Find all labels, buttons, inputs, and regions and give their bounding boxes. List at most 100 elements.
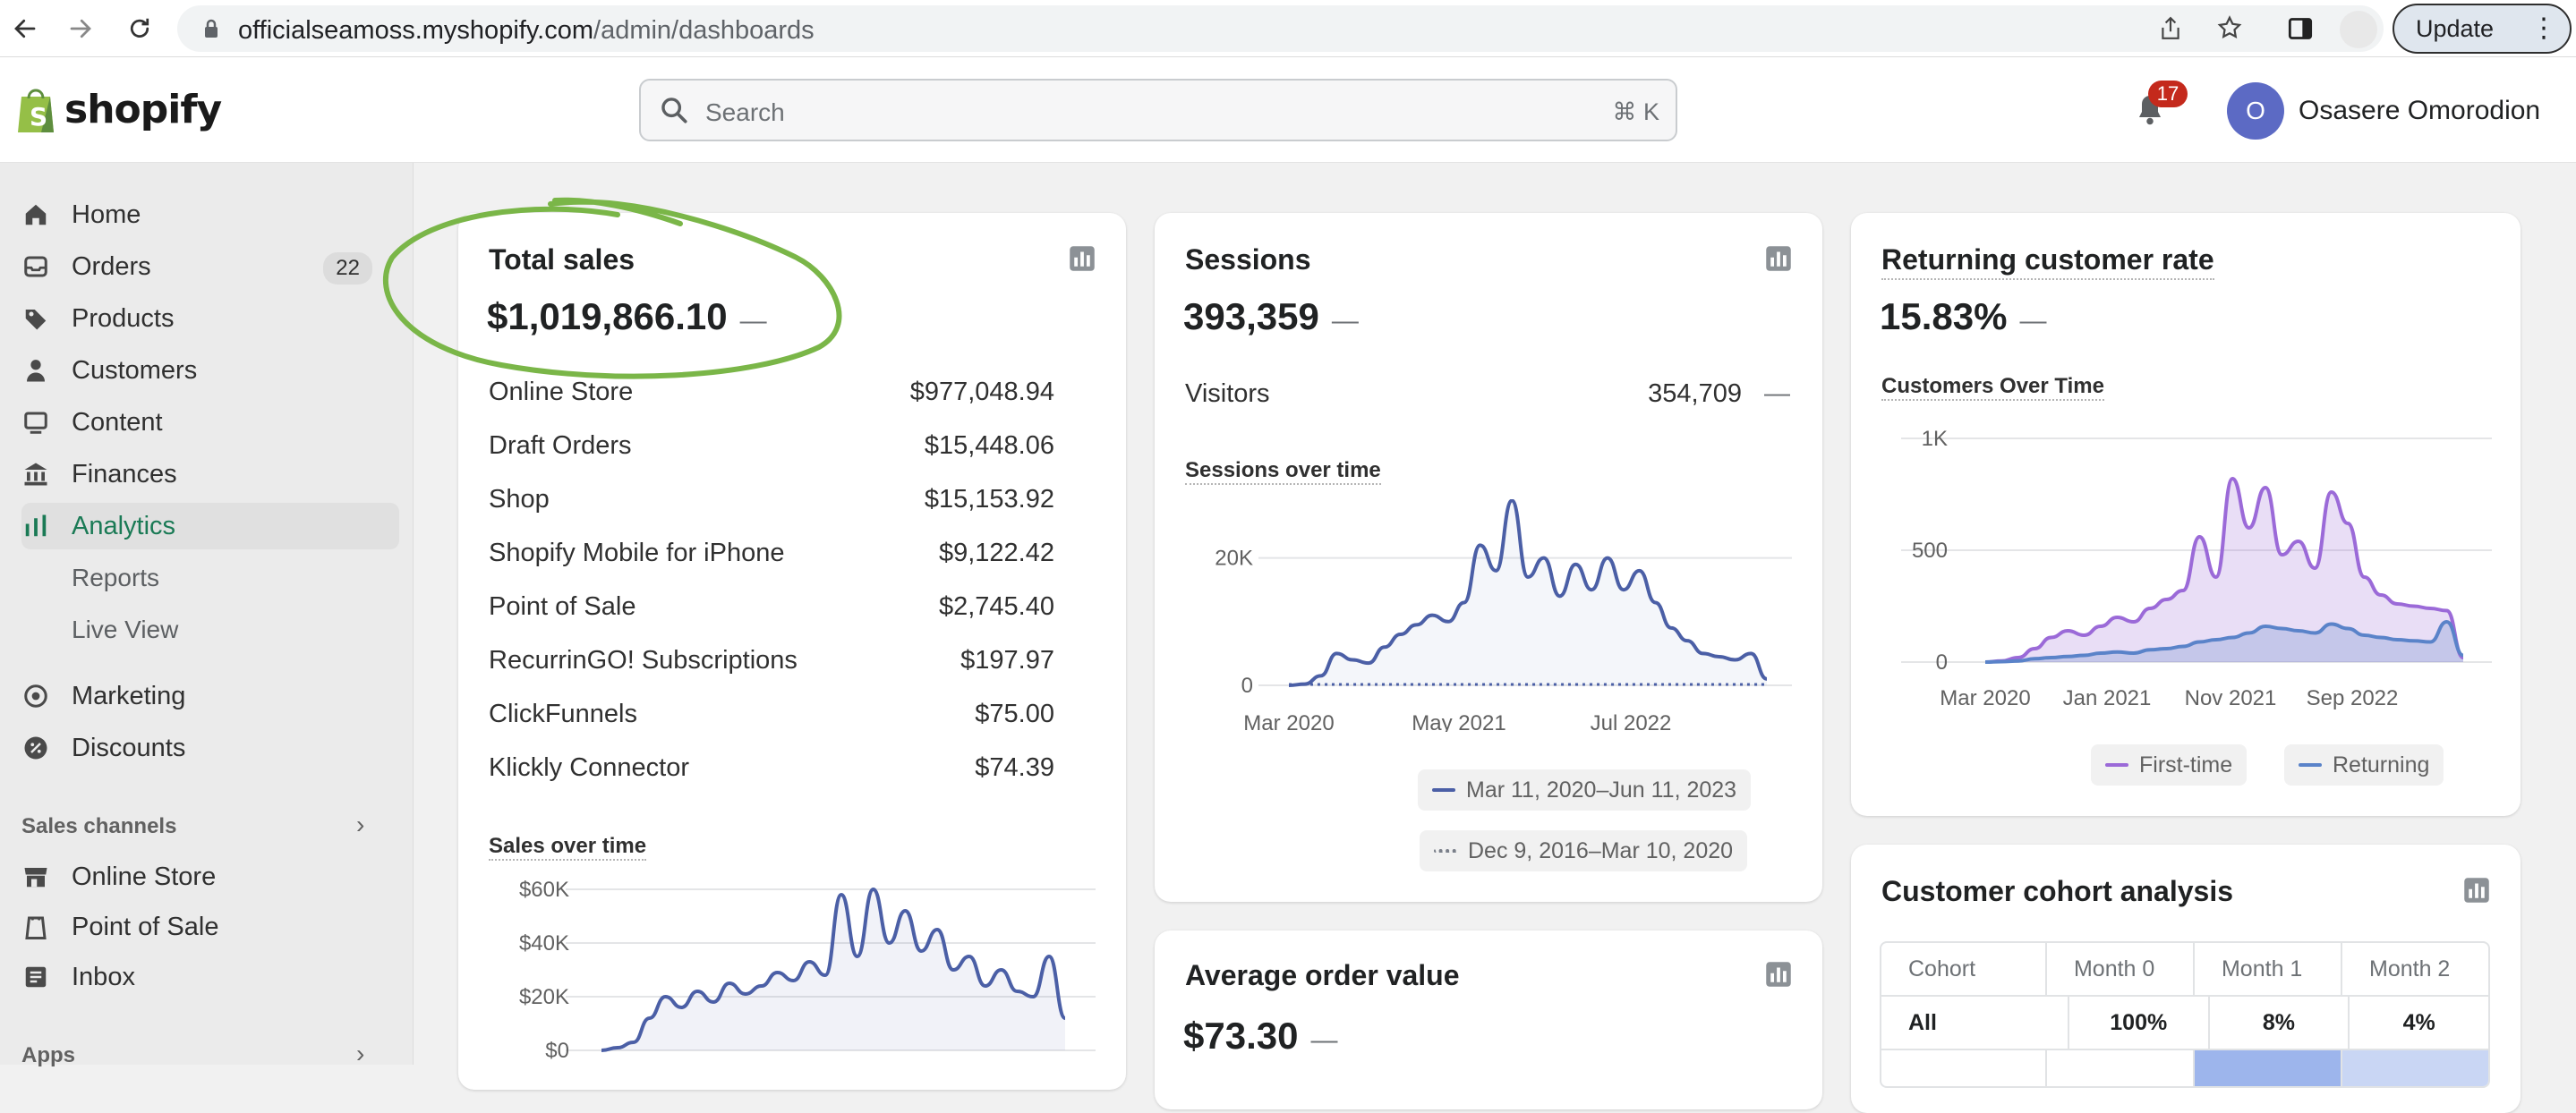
- returning-rate-value: 15.83% —: [1880, 295, 2047, 337]
- search-input[interactable]: Search ⌘ K: [639, 79, 1677, 141]
- more-vert-icon[interactable]: ⋮: [2530, 13, 2557, 43]
- channel-label: Klickly Connector: [489, 753, 690, 782]
- svg-text:S: S: [30, 102, 47, 132]
- column-header: Month 2: [2369, 956, 2451, 981]
- card-title[interactable]: Average order value: [1185, 959, 1460, 991]
- home-icon: [21, 200, 50, 229]
- sales-channel-row: ClickFunnels $75.00: [489, 700, 1054, 735]
- sidebar-item-point-of-sale[interactable]: Point of Sale: [21, 904, 399, 950]
- sidebar-subitem-reports[interactable]: Reports: [72, 564, 160, 591]
- sidebar-item-discounts[interactable]: Discounts: [21, 725, 399, 771]
- sidebar-item-products[interactable]: Products: [21, 295, 399, 342]
- heat-cell: [2342, 1050, 2488, 1086]
- table-cell: 4%: [2402, 1009, 2435, 1035]
- x-tick-label: Nov 2021: [2185, 686, 2277, 710]
- x-tick-label: Jan 2021: [2063, 686, 2152, 710]
- sidebar-item-label: Content: [72, 407, 163, 437]
- sessions-over-time-chart: 20K 0 Mar 2020 May 2021 Jul 2022: [1215, 499, 1792, 732]
- first-time-area: [1985, 479, 2463, 662]
- sidebar-item-label: Products: [72, 303, 175, 333]
- customers-over-time-chart: 1K 500 0 Mar 2020 Jan 2021 Nov 2021 Sep 2022: [1901, 427, 2492, 710]
- sidebar-item-customers[interactable]: Customers: [21, 347, 399, 394]
- sidebar-subitem-live-view[interactable]: Live View: [72, 616, 179, 643]
- share-icon[interactable]: [2159, 16, 2182, 46]
- sidebar-item-label: Inbox: [72, 962, 135, 991]
- tag-icon: [21, 304, 50, 333]
- channel-value: $15,153.92: [924, 485, 1054, 514]
- bar-chart-icon[interactable]: [1765, 245, 1792, 272]
- average-order-value-card: Average order value $73.30—: [1155, 930, 1822, 1109]
- shopify-bag-icon: S: [18, 89, 54, 132]
- chevron-right-icon[interactable]: ›: [356, 811, 365, 838]
- channel-label: RecurrinGO! Subscriptions: [489, 646, 798, 675]
- x-tick-label: Jul 2022: [1591, 711, 1672, 732]
- card-title[interactable]: Customer cohort analysis: [1881, 875, 2233, 907]
- x-tick-label: Sep 2022: [2307, 686, 2399, 710]
- person-icon: [21, 356, 50, 385]
- inbox-icon: [21, 963, 50, 991]
- back-icon[interactable]: [4, 7, 47, 50]
- chart-title[interactable]: Sessions over time: [1185, 458, 1381, 485]
- channel-value: $74.39: [975, 753, 1054, 782]
- sidebar-item-online-store[interactable]: Online Store: [21, 854, 399, 900]
- bar-chart-icon[interactable]: [2463, 877, 2490, 904]
- profile-avatar-icon[interactable]: [2340, 11, 2377, 48]
- chart-title[interactable]: Customers Over Time: [1881, 374, 2104, 401]
- sidebar-item-marketing[interactable]: Marketing: [21, 673, 399, 719]
- chevron-right-icon[interactable]: ›: [356, 1040, 365, 1067]
- channel-label: Shop: [489, 485, 550, 514]
- sidebar-item-content[interactable]: Content: [21, 399, 399, 446]
- customer-cohort-card: Customer cohort analysis Cohort Month 0 …: [1851, 845, 2521, 1113]
- cohort-header-row: Cohort Month 0 Month 1 Month 2: [1881, 943, 2488, 997]
- reload-icon[interactable]: [118, 7, 161, 50]
- legend-label: Returning: [2333, 752, 2430, 777]
- y-tick-label: $0: [545, 1039, 569, 1063]
- y-tick-label: 0: [1241, 674, 1253, 698]
- sidebar-item-home[interactable]: Home: [21, 191, 399, 238]
- legend-returning[interactable]: Returning: [2284, 744, 2444, 786]
- search-placeholder: Search: [705, 98, 785, 126]
- shopify-logo[interactable]: S shopify: [14, 84, 222, 134]
- bookmark-star-icon[interactable]: [2216, 14, 2243, 46]
- bar-chart-icon[interactable]: [1765, 961, 1792, 988]
- bar-chart-icon[interactable]: [1069, 245, 1096, 272]
- chart-title[interactable]: Sales over time: [489, 834, 647, 861]
- sidebar: Home Orders 22 Products Customers Conten…: [0, 163, 414, 1067]
- sales-channels-heading[interactable]: Sales channels: [21, 814, 177, 838]
- sidebar-item-label: Customers: [72, 355, 198, 385]
- address-bar[interactable]: officialseamoss.myshopify.com/admin/dash…: [177, 5, 2384, 52]
- forward-icon[interactable]: [59, 7, 102, 50]
- x-tick-label: Mar 2020: [1243, 711, 1334, 732]
- sales-channel-row: Shopify Mobile for iPhone $9,122.42: [489, 539, 1054, 574]
- card-title[interactable]: Total sales: [489, 243, 635, 276]
- channel-label: Point of Sale: [489, 592, 636, 621]
- y-tick-label: $20K: [519, 985, 569, 1009]
- sidebar-item-label: Finances: [72, 459, 177, 489]
- update-button[interactable]: Update ⋮: [2393, 4, 2572, 54]
- sidebar-item-analytics[interactable]: Analytics: [21, 503, 399, 549]
- sidebar-item-finances[interactable]: Finances: [21, 451, 399, 497]
- sidepanel-icon[interactable]: [2288, 16, 2313, 46]
- total-sales-value: $1,019,866.10—: [487, 295, 767, 337]
- card-title[interactable]: Returning customer rate: [1881, 243, 2214, 280]
- avatar[interactable]: O: [2227, 82, 2284, 140]
- bank-icon: [21, 460, 50, 489]
- bar-chart-icon: [21, 512, 50, 540]
- aov-value: $73.30—: [1183, 1015, 1338, 1057]
- sidebar-item-orders[interactable]: Orders 22: [21, 243, 399, 290]
- table-cell: 8%: [2210, 997, 2350, 1049]
- legend-previous-range[interactable]: Dec 9, 2016–Mar 10, 2020: [1420, 830, 1748, 871]
- sidebar-item-label: Online Store: [72, 862, 217, 891]
- user-name[interactable]: Osasere Omorodion: [2299, 96, 2541, 125]
- legend-line-icon: [2105, 763, 2128, 767]
- sidebar-item-inbox[interactable]: Inbox: [21, 954, 399, 1000]
- channel-label: Draft Orders: [489, 431, 632, 460]
- legend-current-range[interactable]: Mar 11, 2020–Jun 11, 2023: [1418, 769, 1752, 811]
- legend-first-time[interactable]: First-time: [2091, 744, 2248, 786]
- legend-line-icon: [1432, 788, 1455, 792]
- sales-channel-row: Klickly Connector $74.39: [489, 753, 1054, 789]
- apps-heading[interactable]: Apps: [21, 1043, 75, 1067]
- y-tick-label: 500: [1912, 539, 1948, 563]
- legend-label: First-time: [2139, 752, 2233, 777]
- card-title[interactable]: Sessions: [1185, 243, 1311, 276]
